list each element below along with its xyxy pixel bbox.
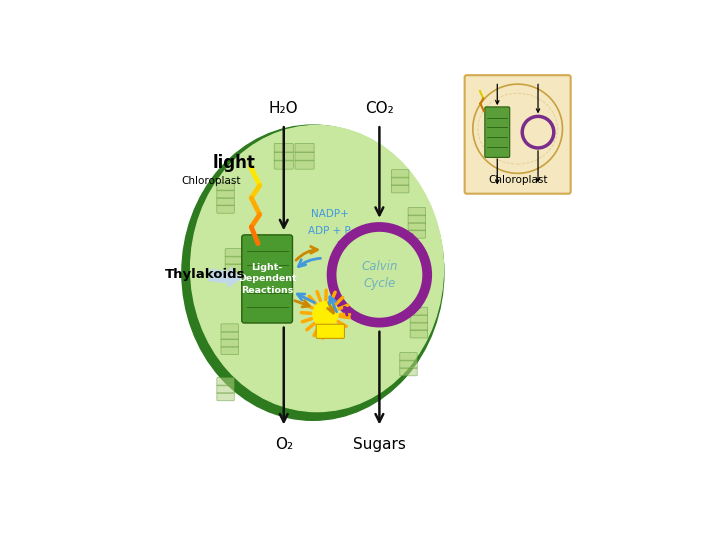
FancyBboxPatch shape [225,256,243,265]
FancyBboxPatch shape [410,329,428,338]
Text: H₂O: H₂O [269,101,299,116]
Text: light: light [212,153,256,172]
FancyBboxPatch shape [410,322,428,330]
FancyBboxPatch shape [392,177,409,185]
FancyBboxPatch shape [410,315,428,323]
FancyBboxPatch shape [242,235,292,323]
FancyBboxPatch shape [408,230,426,238]
FancyBboxPatch shape [217,190,234,198]
Text: Light-
Dependent
Reactions: Light- Dependent Reactions [238,264,297,294]
FancyBboxPatch shape [400,368,417,376]
Text: NADP+: NADP+ [310,210,348,219]
FancyBboxPatch shape [485,107,510,158]
FancyBboxPatch shape [400,360,417,368]
FancyBboxPatch shape [410,307,428,315]
Ellipse shape [191,125,444,411]
Text: O₂: O₂ [275,436,293,451]
FancyBboxPatch shape [408,222,426,231]
FancyBboxPatch shape [400,353,417,361]
FancyBboxPatch shape [295,152,314,161]
FancyBboxPatch shape [217,205,234,213]
FancyBboxPatch shape [392,170,409,178]
FancyBboxPatch shape [217,385,234,393]
FancyBboxPatch shape [316,324,344,339]
FancyBboxPatch shape [221,339,238,347]
FancyBboxPatch shape [274,160,293,169]
FancyBboxPatch shape [408,207,426,216]
FancyArrowPatch shape [209,268,240,287]
FancyBboxPatch shape [225,248,243,257]
Text: Sugars: Sugars [353,436,406,451]
FancyBboxPatch shape [221,324,238,332]
Text: Thylakoids: Thylakoids [166,268,246,281]
FancyBboxPatch shape [217,393,234,401]
FancyBboxPatch shape [295,160,314,169]
Text: Chloroplast: Chloroplast [488,176,547,185]
FancyBboxPatch shape [295,144,314,152]
Ellipse shape [182,125,444,420]
FancyBboxPatch shape [408,215,426,223]
FancyBboxPatch shape [217,183,234,191]
FancyBboxPatch shape [274,144,293,152]
Circle shape [313,302,338,327]
FancyBboxPatch shape [221,332,238,340]
Text: CO₂: CO₂ [365,101,394,116]
FancyBboxPatch shape [464,75,571,194]
Text: ADP + P: ADP + P [308,226,351,236]
Text: Calvin
Cycle: Calvin Cycle [361,260,397,290]
Text: Chloroplast: Chloroplast [181,176,240,186]
FancyBboxPatch shape [225,264,243,272]
FancyBboxPatch shape [274,152,293,161]
FancyBboxPatch shape [392,185,409,193]
FancyBboxPatch shape [221,346,238,355]
FancyBboxPatch shape [217,198,234,206]
FancyBboxPatch shape [217,377,234,386]
